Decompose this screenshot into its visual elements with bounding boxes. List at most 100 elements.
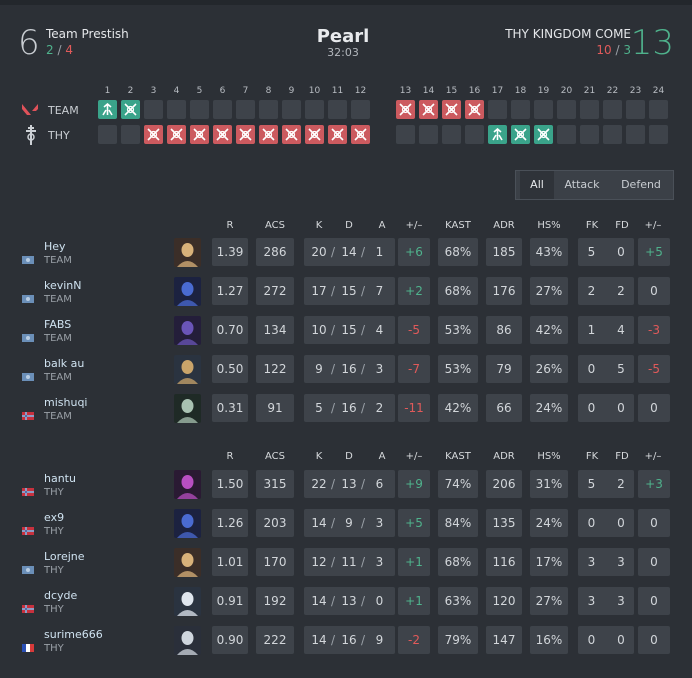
stat-acs: 91 bbox=[256, 394, 294, 422]
fk-fd-box bbox=[578, 509, 634, 537]
stat-k: 14 bbox=[311, 516, 327, 530]
round-cell-empty bbox=[626, 100, 645, 119]
team1-score: 6 bbox=[18, 23, 40, 63]
stat-fpm: -3 bbox=[638, 316, 670, 344]
stat-acs: 170 bbox=[256, 548, 294, 576]
stat-acs: 134 bbox=[256, 316, 294, 344]
round-cell-empty bbox=[144, 100, 163, 119]
column-header: K bbox=[315, 451, 323, 462]
tab-defend[interactable]: Defend bbox=[621, 178, 661, 191]
round-elimination-icon bbox=[419, 100, 438, 119]
column-header: K bbox=[315, 220, 323, 231]
kda-box bbox=[304, 509, 395, 537]
player-name[interactable]: balk au bbox=[44, 357, 85, 370]
stat-fpm: -5 bbox=[638, 355, 670, 383]
column-header: HS% bbox=[537, 220, 561, 231]
player-name[interactable]: mishuqi bbox=[44, 396, 88, 409]
column-header: A bbox=[378, 220, 386, 231]
stat-acs: 286 bbox=[256, 238, 294, 266]
stat-pm: -11 bbox=[398, 394, 430, 422]
fk-fd-box bbox=[578, 394, 634, 422]
stat-fd: 5 bbox=[617, 362, 625, 376]
stat-kast: 68% bbox=[438, 277, 478, 305]
stat-pm: +1 bbox=[398, 548, 430, 576]
stat-r: 1.39 bbox=[212, 238, 248, 266]
round-elimination-icon bbox=[259, 125, 278, 144]
agent-chamber-icon bbox=[174, 548, 201, 577]
stat-hs: 27% bbox=[530, 277, 568, 305]
kda-separator: / bbox=[331, 323, 336, 337]
player-name[interactable]: surime666 bbox=[44, 628, 103, 641]
stat-adr: 185 bbox=[486, 238, 522, 266]
stat-kast: 79% bbox=[438, 626, 478, 654]
stat-d: 14 bbox=[341, 245, 357, 259]
stat-pm: +1 bbox=[398, 587, 430, 615]
round-number: 13 bbox=[399, 86, 412, 96]
stat-fd: 2 bbox=[617, 284, 625, 298]
agent-omen-icon bbox=[174, 316, 201, 345]
player-name[interactable]: FABS bbox=[44, 318, 72, 331]
agent-viper-icon bbox=[174, 394, 201, 423]
stat-pm: +9 bbox=[398, 470, 430, 498]
kda-separator: / bbox=[331, 594, 336, 608]
stat-r: 0.91 bbox=[212, 587, 248, 615]
round-elimination-icon bbox=[167, 125, 186, 144]
stat-kast: 74% bbox=[438, 470, 478, 498]
player-name[interactable]: dcyde bbox=[44, 589, 78, 602]
round-cell-empty bbox=[649, 100, 668, 119]
round-elimination-icon bbox=[121, 100, 140, 119]
tab-all[interactable]: All bbox=[520, 171, 554, 199]
round-number: 23 bbox=[629, 86, 642, 96]
column-header: ACS bbox=[265, 451, 285, 462]
round-defuse-icon bbox=[98, 100, 117, 119]
team1-half-a: 2 bbox=[46, 43, 54, 57]
player-team: THY bbox=[44, 487, 64, 498]
column-header: +/– bbox=[644, 220, 662, 231]
stat-fpm: 0 bbox=[638, 626, 670, 654]
stat-pm: +5 bbox=[398, 509, 430, 537]
stat-adr: 86 bbox=[486, 316, 522, 344]
player-name[interactable]: Lorejne bbox=[44, 550, 85, 563]
stat-r: 0.70 bbox=[212, 316, 248, 344]
column-header: R bbox=[226, 220, 234, 231]
fk-fd-box bbox=[578, 548, 634, 576]
team2-name[interactable]: THY KINGDOM COME bbox=[505, 27, 631, 41]
player-name[interactable]: kevinN bbox=[44, 279, 82, 292]
no-flag-icon bbox=[22, 520, 34, 535]
stat-kast: 42% bbox=[438, 394, 478, 422]
tab-attack[interactable]: Attack bbox=[564, 178, 600, 191]
round-elimination-icon bbox=[396, 100, 415, 119]
player-name[interactable]: hantu bbox=[44, 472, 76, 485]
round-cell-empty bbox=[305, 100, 324, 119]
player-team: THY bbox=[44, 526, 64, 537]
round-number: 6 bbox=[219, 86, 226, 96]
kda-box bbox=[304, 316, 395, 344]
eu-flag-icon bbox=[22, 559, 34, 574]
column-header: D bbox=[345, 451, 353, 462]
player-team: THY bbox=[44, 643, 64, 654]
no-flag-icon bbox=[22, 598, 34, 613]
round-elimination-icon bbox=[282, 125, 301, 144]
player-name[interactable]: Hey bbox=[44, 240, 66, 253]
stat-hs: 17% bbox=[530, 548, 568, 576]
round-elimination-icon bbox=[351, 125, 370, 144]
team1-name[interactable]: Team Prestish bbox=[46, 27, 129, 41]
player-team: THY bbox=[44, 565, 64, 576]
no-flag-icon bbox=[22, 405, 34, 420]
round-number: 12 bbox=[354, 86, 367, 96]
stat-a: 4 bbox=[375, 323, 384, 337]
stat-kast: 68% bbox=[438, 548, 478, 576]
round-number: 11 bbox=[331, 86, 344, 96]
round-elimination-icon bbox=[190, 125, 209, 144]
player-team: TEAM bbox=[44, 255, 72, 266]
stat-fk: 5 bbox=[587, 477, 596, 491]
fk-fd-box bbox=[578, 238, 634, 266]
stat-fk: 0 bbox=[587, 362, 596, 376]
stat-fd: 0 bbox=[617, 633, 625, 647]
stat-d: 11 bbox=[341, 555, 357, 569]
kda-separator: / bbox=[331, 633, 336, 647]
round-cell-empty bbox=[534, 100, 553, 119]
player-name[interactable]: ex9 bbox=[44, 511, 65, 524]
round-elimination-icon bbox=[305, 125, 324, 144]
kda-separator: / bbox=[361, 362, 366, 376]
